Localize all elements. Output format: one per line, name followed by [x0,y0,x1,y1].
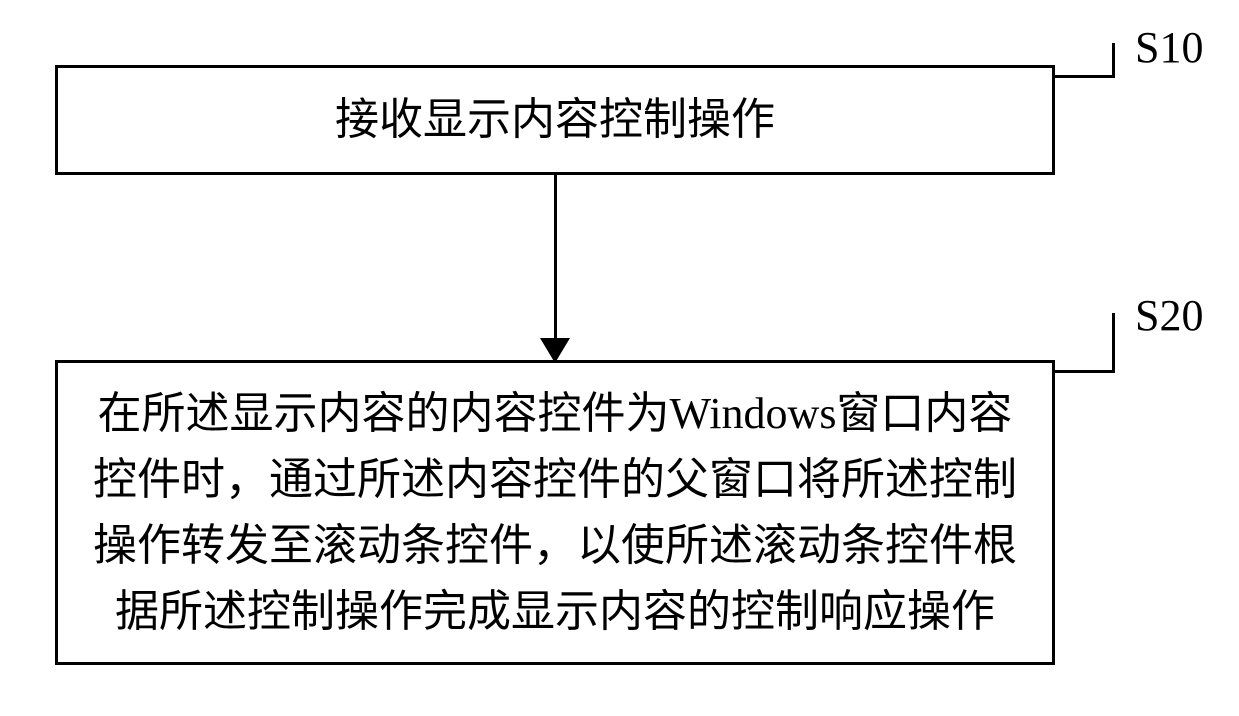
flowchart-node-s20: 在所述显示内容的内容控件为Windows窗口内容控件时，通过所述内容控件的父窗口… [55,360,1055,665]
flowchart-container: 接收显示内容控制操作 S10 在所述显示内容的内容控件为Windows窗口内容控… [0,0,1239,716]
arrow-s10-to-s20-line [554,175,557,345]
node-s10-text: 接收显示内容控制操作 [335,87,775,153]
node-s20-text: 在所述显示内容的内容控件为Windows窗口内容控件时，通过所述内容控件的父窗口… [78,381,1032,645]
label-s10: S10 [1135,22,1203,73]
s20-lead-vertical [1112,313,1115,373]
s10-lead-horizontal [1055,75,1115,78]
s20-lead-horizontal [1055,370,1115,373]
s10-lead-vertical [1112,43,1115,78]
flowchart-node-s10: 接收显示内容控制操作 [55,65,1055,175]
label-s20: S20 [1135,290,1203,341]
